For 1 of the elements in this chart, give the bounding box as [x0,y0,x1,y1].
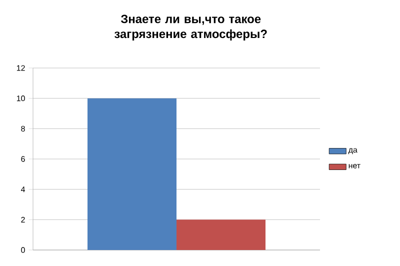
chart-title: Знаете ли вы,что такое загрязнение атмосферы? [114,14,267,40]
